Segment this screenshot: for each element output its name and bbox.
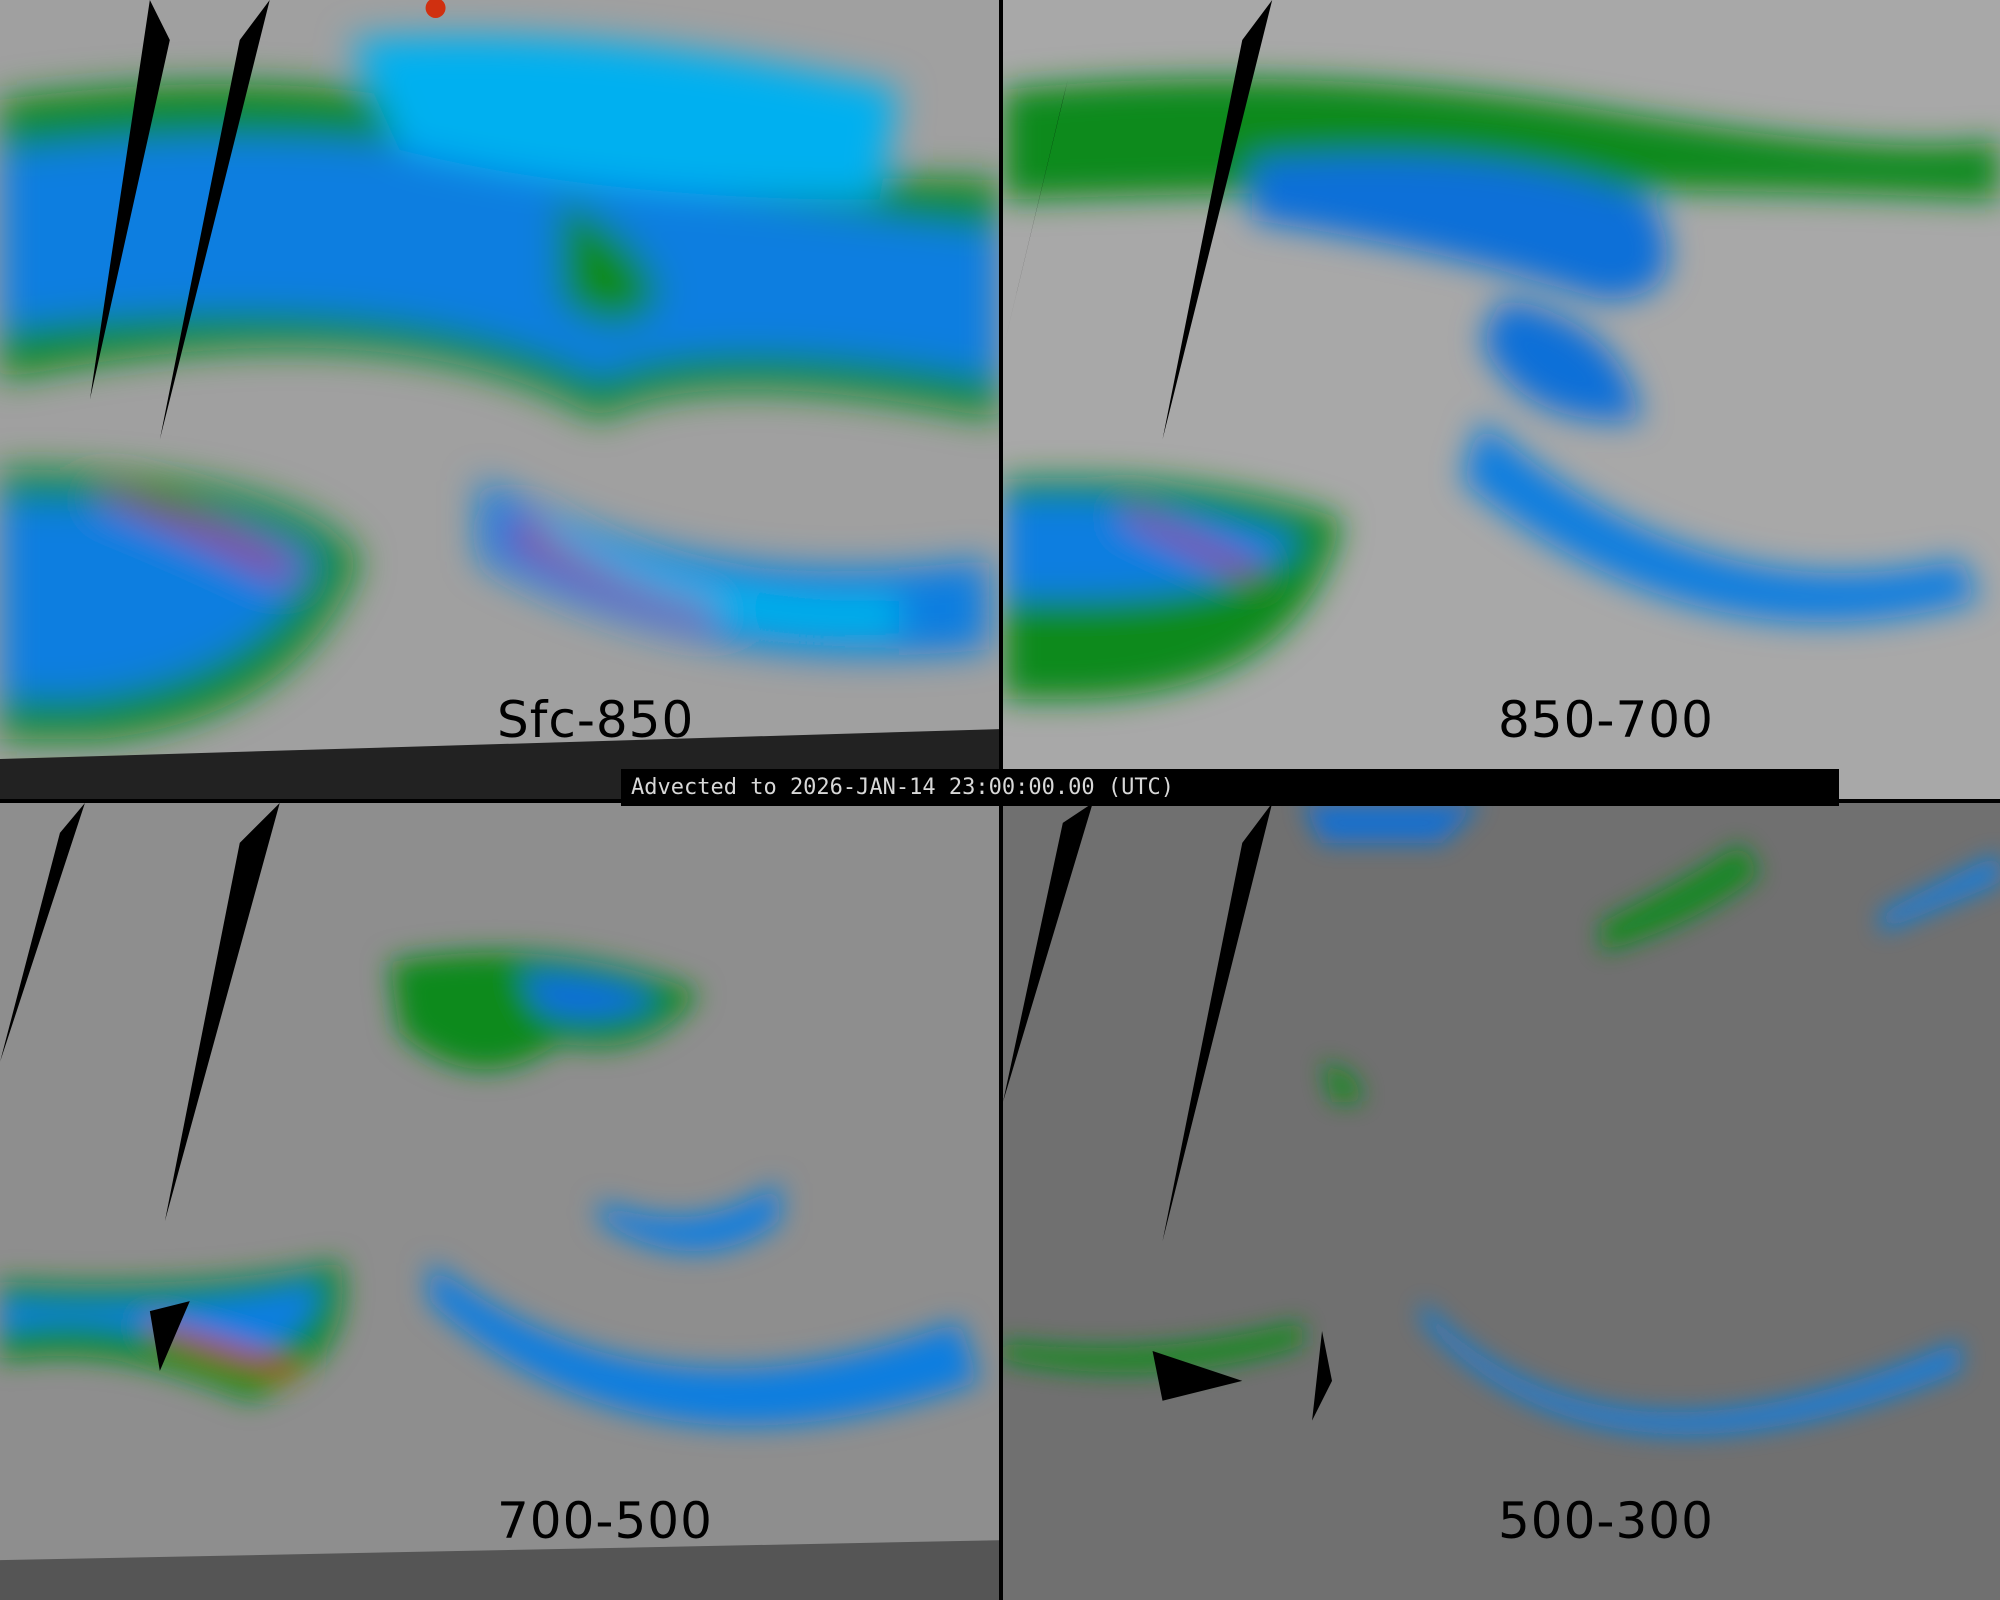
layer-label: 500-300 bbox=[1498, 1492, 1714, 1550]
moisture-field-500-300 bbox=[1003, 803, 2000, 1600]
panel-sfc-850: Sfc-850 bbox=[0, 0, 999, 799]
layer-label: 700-500 bbox=[497, 1492, 713, 1550]
advection-time-banner: Advected to 2026-JAN-14 23:00:00.00 (UTC… bbox=[621, 769, 1839, 806]
moisture-field-sfc-850 bbox=[0, 0, 999, 799]
panel-500-300: 500-300 bbox=[1003, 803, 2000, 1600]
layer-label: Sfc-850 bbox=[497, 691, 695, 749]
layer-label: 850-700 bbox=[1498, 691, 1714, 749]
panel-850-700: 850-700 bbox=[1003, 0, 2000, 799]
moisture-field-700-500 bbox=[0, 803, 999, 1600]
moisture-field-850-700 bbox=[1003, 0, 2000, 799]
panel-700-500: 700-500 bbox=[0, 803, 999, 1600]
